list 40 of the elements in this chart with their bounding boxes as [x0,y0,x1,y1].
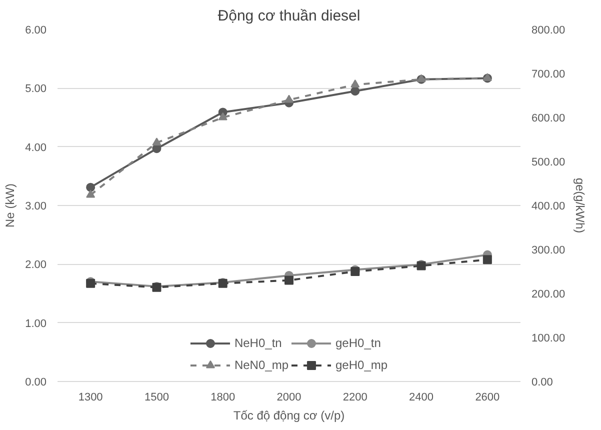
y2-axis-title: ge(g/kWh) [573,178,588,234]
legend-label: NeH0_tn [234,336,282,350]
chart-title: Động cơ thuần diesel [218,8,360,24]
x-tick-label: 1500 [144,392,169,404]
x-tick-label: 2600 [475,392,500,404]
point [350,80,360,88]
x-tick-label: 1300 [78,392,103,404]
y-tick-label: 3.00 [25,200,47,212]
point [218,112,228,120]
point [152,138,162,146]
y2-tick-label: 500.00 [532,156,566,168]
point [482,255,492,264]
y-axis-title: Ne (kW) [3,183,18,228]
x-tick-label: 2000 [276,392,302,404]
y-tick-label: 4.00 [25,142,47,154]
y2-tick-label: 800.00 [532,24,566,36]
y2-tick-label: 400.00 [532,200,566,212]
point [86,182,96,192]
y2-tick-label: 600.00 [532,112,566,124]
y2-tick-label: 300.00 [532,244,566,256]
point [284,94,294,103]
y2-tick-label: 100.00 [532,332,566,344]
x-axis-title: Tốc độ động cơ (v/p) [233,408,345,422]
y-tick-label: 6.00 [25,24,47,36]
point [350,86,360,96]
y-tick-label: 2.00 [25,259,47,272]
y-tick-label: 0.00 [25,376,47,388]
point [284,276,294,285]
y-tick-label: 5.00 [25,83,47,96]
y2-tick-label: 200.00 [532,288,566,300]
x-tick-label: 2400 [409,392,434,404]
y-tick-label: 1.00 [25,318,47,330]
legend-label: geH0_tn [336,336,381,350]
y2-tick-label: 0.00 [532,376,553,388]
x-tick-label: 2200 [342,392,368,404]
point [86,190,96,198]
legend-label: NeN0_mp [234,358,288,372]
y2-tick-label: 700.00 [532,68,566,80]
legend-label: geH0_mp [336,358,388,372]
x-tick-label: 1800 [210,392,236,404]
